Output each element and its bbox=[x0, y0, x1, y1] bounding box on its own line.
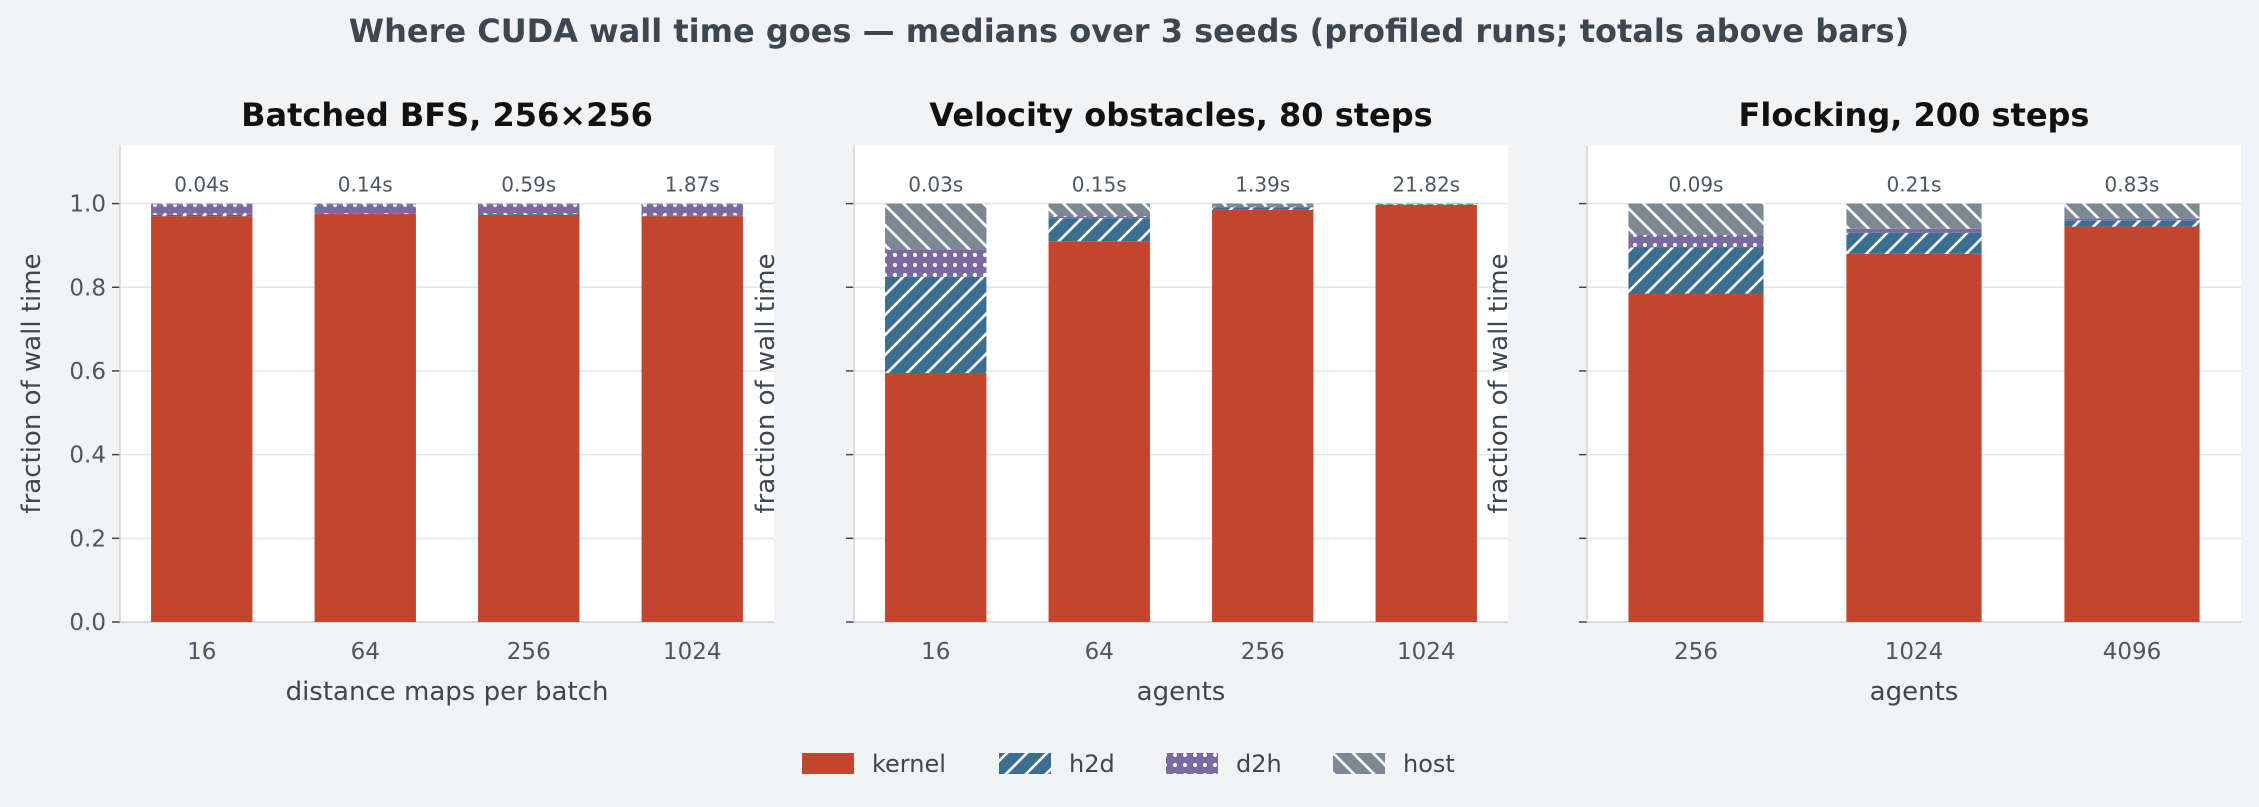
bar-total-label: 0.04s bbox=[174, 173, 229, 197]
bar-segment-d2h bbox=[1048, 216, 1150, 219]
bar-segment-d2h bbox=[1212, 206, 1314, 208]
bar-segment-d2h bbox=[2064, 218, 2200, 221]
bar-segment-h2d bbox=[2064, 220, 2200, 227]
legend-label: host bbox=[1403, 750, 1455, 778]
bar-segment-h2d bbox=[1048, 218, 1150, 242]
panel-title: Velocity obstacles, 80 steps bbox=[929, 96, 1432, 134]
legend-swatch-h2d bbox=[999, 753, 1051, 774]
bar-total-label: 1.87s bbox=[665, 173, 720, 197]
x-tick-label: 4096 bbox=[2103, 639, 2162, 665]
bar-segment-host bbox=[1212, 203, 1314, 207]
x-tick-label: 256 bbox=[507, 639, 551, 665]
bar-segment-host bbox=[885, 203, 987, 250]
bar-segment-kernel bbox=[1846, 253, 1982, 622]
legend-item-kernel: kernel bbox=[802, 750, 946, 778]
bar-segment-h2d bbox=[151, 214, 253, 217]
panel-title: Flocking, 200 steps bbox=[1739, 96, 2090, 134]
figure-title: Where CUDA wall time goes — medians over… bbox=[349, 12, 1909, 50]
bar-segment-kernel bbox=[1628, 293, 1764, 622]
bar-segment-host bbox=[1048, 203, 1150, 217]
legend-swatch-d2h bbox=[1166, 753, 1218, 774]
panel-title: Batched BFS, 256×256 bbox=[241, 96, 653, 134]
panel-velocity-obstacles: 0.03s 16 0.15s 64 1.39s 256 21.82s 1024 Velocity… bbox=[751, 96, 1508, 707]
bar-total-label: 0.09s bbox=[1669, 173, 1724, 197]
bar-total-label: 0.03s bbox=[908, 173, 963, 197]
bar-total-label: 1.39s bbox=[1235, 173, 1290, 197]
bar-total-label: 21.82s bbox=[1392, 173, 1460, 197]
x-tick-label: 256 bbox=[1241, 639, 1285, 665]
bar-total-label: 0.59s bbox=[501, 173, 556, 197]
bar-segment-d2h bbox=[478, 204, 580, 215]
y-tick-label: 0.6 bbox=[69, 359, 106, 385]
bar-segment-host bbox=[641, 203, 743, 205]
x-tick-label: 1024 bbox=[1397, 639, 1456, 665]
bar-segment-kernel bbox=[1048, 241, 1150, 622]
bar-segment-h2d bbox=[1846, 232, 1982, 254]
bar-segment-h2d bbox=[1628, 247, 1764, 294]
bar-segment-host bbox=[2064, 203, 2200, 219]
panel-batched-bfs: 0.0 0.2 0.4 0.6 0.8 1.0 0.04s 16 0.14s 64 0.59s 256… bbox=[17, 96, 774, 707]
legend-label: d2h bbox=[1236, 750, 1282, 778]
bar-total-label: 0.15s bbox=[1072, 173, 1127, 197]
x-tick-label: 256 bbox=[1674, 639, 1718, 665]
bar-segment-kernel bbox=[1212, 209, 1314, 622]
legend-swatch-host bbox=[1333, 753, 1385, 774]
bar-segment-d2h bbox=[1628, 234, 1764, 248]
bar-total-label: 0.14s bbox=[338, 173, 393, 197]
legend-label: h2d bbox=[1069, 750, 1115, 778]
legend-label: kernel bbox=[872, 750, 946, 778]
bar-segment-d2h bbox=[314, 204, 416, 214]
legend-item-d2h: d2h bbox=[1166, 750, 1282, 778]
legend-item-h2d: h2d bbox=[999, 750, 1115, 778]
panel-flocking: 0.09s 256 0.21s 1024 0.83s 4096 Flocking, 200 … bbox=[1484, 96, 2241, 707]
bar-segment-h2d bbox=[885, 276, 987, 374]
x-tick-label: 64 bbox=[1085, 639, 1114, 665]
x-tick-label: 64 bbox=[351, 639, 380, 665]
y-tick-label: 0.8 bbox=[69, 275, 106, 301]
bar-segment-h2d bbox=[641, 215, 743, 217]
legend-item-host: host bbox=[1333, 750, 1455, 778]
legend: kernel h2d d2h host bbox=[802, 750, 1455, 778]
x-axis-label: agents bbox=[1870, 677, 1959, 707]
y-tick-label: 0.0 bbox=[69, 610, 106, 636]
x-axis-label: distance maps per batch bbox=[286, 677, 609, 707]
bar-segment-h2d bbox=[478, 214, 580, 215]
bar-segment-kernel bbox=[641, 216, 743, 622]
bar-segment-host bbox=[1628, 203, 1764, 235]
bar-segment-d2h bbox=[1846, 228, 1982, 233]
x-tick-label: 1024 bbox=[663, 639, 722, 665]
y-tick-label: 0.4 bbox=[69, 443, 106, 469]
y-axis-label: fraction of wall time bbox=[17, 253, 47, 513]
y-tick-label: 0.2 bbox=[69, 526, 106, 552]
bar-segment-h2d bbox=[1212, 207, 1314, 210]
bar-segment-kernel bbox=[885, 373, 987, 622]
y-tick-label: 1.0 bbox=[69, 192, 106, 218]
bar-segment-kernel bbox=[478, 214, 580, 622]
y-axis-label: fraction of wall time bbox=[751, 253, 781, 513]
bar-segment-host bbox=[314, 203, 416, 205]
bar-total-label: 0.21s bbox=[1887, 173, 1942, 197]
bar-total-label: 0.83s bbox=[2105, 173, 2160, 197]
bar-segment-d2h bbox=[885, 249, 987, 277]
x-tick-label: 1024 bbox=[1885, 639, 1944, 665]
bar-segment-d2h bbox=[641, 204, 743, 216]
bar-segment-host bbox=[151, 203, 253, 205]
bar-segment-d2h bbox=[151, 204, 253, 215]
x-axis-label: agents bbox=[1137, 677, 1226, 707]
x-tick-label: 16 bbox=[187, 639, 216, 665]
bar-segment-kernel bbox=[1375, 204, 1477, 622]
bar-segment-host bbox=[1846, 203, 1982, 229]
bar-segment-h2d bbox=[314, 213, 416, 215]
y-axis-label: fraction of wall time bbox=[1484, 253, 1514, 513]
bar-segment-kernel bbox=[314, 214, 416, 622]
bar-segment-kernel bbox=[151, 216, 253, 622]
bar-segment-kernel bbox=[2064, 226, 2200, 622]
x-tick-label: 16 bbox=[921, 639, 950, 665]
bar-segment-host bbox=[478, 203, 580, 205]
legend-swatch-kernel bbox=[802, 753, 854, 774]
